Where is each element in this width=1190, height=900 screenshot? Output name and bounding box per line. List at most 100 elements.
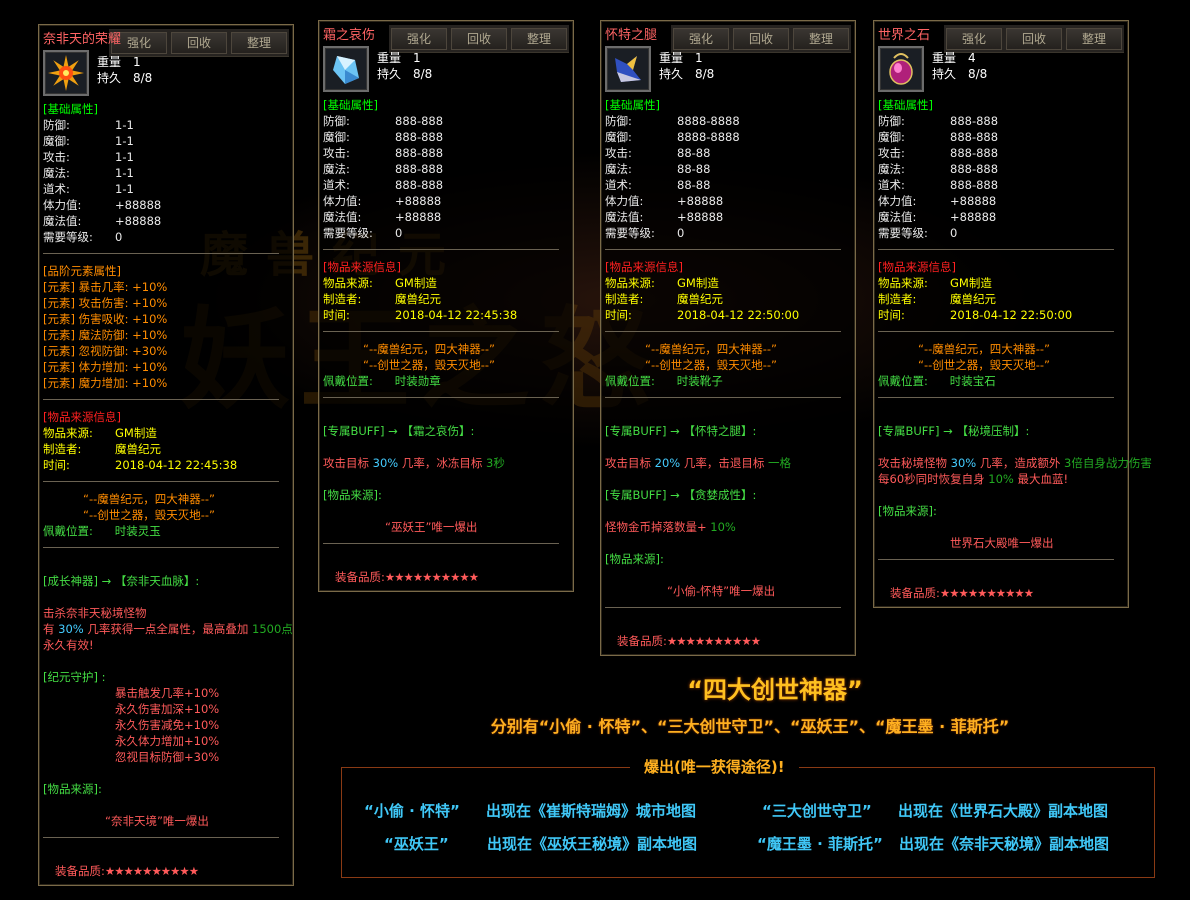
star-icon: ★ <box>151 864 161 878</box>
item-tooltip-panel: 强化 回收 整理 霜之哀伤 重量 1 持久 8/8 [基础属性] 防御: 888-888 魔御: 888… <box>318 20 574 592</box>
spacer <box>605 471 851 487</box>
equipment-quality: 装备品质:★★★★★★★★★★ <box>323 569 569 585</box>
item-icon-slot[interactable] <box>878 46 924 92</box>
tooltip-line: 攻击目标 20% 几率，击退目标 一格 <box>605 455 851 471</box>
item-icon-slot[interactable] <box>43 50 89 96</box>
sort-button[interactable]: 整理 <box>511 28 567 50</box>
tooltip-line: 防御: 888-888 <box>323 113 569 129</box>
sun-amulet-icon <box>45 55 87 97</box>
item-durability: 持久 8/8 <box>97 69 152 86</box>
line-text: 30% <box>950 456 977 470</box>
attribute-label: 时间: <box>323 308 350 322</box>
tooltip-line: 魔法值: +88888 <box>878 209 1124 225</box>
attribute-label: 道术: <box>605 178 632 192</box>
line-text: [物品来源信息] <box>605 260 683 274</box>
star-icon: ★ <box>750 634 761 648</box>
line-text: “--创世之器，毁天灭地--” <box>83 508 216 522</box>
item-weight-label: 重量 <box>659 51 684 65</box>
item-durability-value: 8/8 <box>413 67 433 81</box>
tooltip-header: 强化 回收 整理 怀特之腿 重量 1 持久 8/8 <box>601 21 855 97</box>
tooltip-line: 攻击: 888-888 <box>323 145 569 161</box>
line-text: “巫妖王”唯一爆出 <box>385 520 478 534</box>
item-name: 霜之哀伤 <box>323 28 376 43</box>
sort-button[interactable]: 整理 <box>1066 28 1122 50</box>
tooltip-line: “--创世之器，毁天灭地--” <box>43 507 289 523</box>
recycle-button[interactable]: 回收 <box>733 28 789 50</box>
tooltip-line: 佩戴位置: 时装靴子 <box>605 373 851 389</box>
recycle-button[interactable]: 回收 <box>1006 28 1062 50</box>
star-icon: ★ <box>704 634 714 648</box>
line-text: 30% <box>372 456 399 470</box>
recycle-button[interactable]: 回收 <box>451 28 507 50</box>
tooltip-line: “--创世之器，毁天灭地--” <box>605 357 851 373</box>
spacer <box>43 765 289 781</box>
drop-locations-legend: 爆出(唯一获得途径)! <box>630 756 799 777</box>
recycle-button[interactable]: 回收 <box>171 32 227 54</box>
tooltip-line: [元素] 魔法防御: +10% <box>43 327 289 343</box>
line-text: [物品来源信息] <box>43 410 121 424</box>
quality-label: 装备品质: <box>335 570 385 584</box>
attribute-label: 需要等级: <box>43 230 93 244</box>
attribute-value: 1-1 <box>115 150 134 164</box>
tooltip-line: 时间: 2018-04-12 22:45:38 <box>323 307 569 323</box>
attribute-value: 2018-04-12 22:45:38 <box>115 458 238 472</box>
item-tooltip-panel: 强化 回收 整理 奈非天的荣耀 重量 1 持久 8/8 [基础属性] 防御: 1-1 魔御: 1-1 攻击… <box>38 24 294 886</box>
drop-location: 出现在《世界石大殿》副本地图 <box>898 802 1109 820</box>
item-durability-value: 8/8 <box>133 71 153 85</box>
star-icon: ★ <box>394 570 404 584</box>
enhance-button[interactable]: 强化 <box>673 28 729 50</box>
attribute-value: 88-88 <box>677 162 711 176</box>
tooltip-line: 道术: 888-888 <box>878 177 1124 193</box>
attribute-label: 制造者: <box>323 292 362 306</box>
item-icon-slot[interactable] <box>605 46 651 92</box>
line-text: [基础属性] <box>605 98 660 112</box>
line-text: 击杀奈非天秘境怪物 <box>43 606 147 620</box>
item-durability: 持久 8/8 <box>377 65 432 82</box>
tooltip-line: 制造者: 魔兽纪元 <box>878 291 1124 307</box>
star-icon: ★ <box>685 634 696 648</box>
tooltip-line: 制造者: 魔兽纪元 <box>323 291 569 307</box>
tooltip-line: 魔御: 1-1 <box>43 133 289 149</box>
drop-location: 出现在《奈非天秘境》副本地图 <box>899 835 1110 853</box>
spacer <box>605 617 851 633</box>
spacer <box>43 797 289 813</box>
item-durability-label: 持久 <box>97 71 122 85</box>
tooltip-line: 时间: 2018-04-12 22:50:00 <box>878 307 1124 323</box>
attribute-label: 体力值: <box>878 194 917 208</box>
line-text: [物品来源]: <box>323 488 382 502</box>
tooltip-line: [物品来源]: <box>323 487 569 503</box>
star-icon: ★ <box>450 570 460 584</box>
attribute-label: 物品来源: <box>605 276 655 290</box>
item-weight: 重量 1 <box>659 49 703 66</box>
tooltip-line: 魔法: 88-88 <box>605 161 851 177</box>
item-weight-value: 1 <box>695 51 703 65</box>
line-text: “小偷-怀特”唯一爆出 <box>667 584 776 598</box>
enhance-button[interactable]: 强化 <box>946 28 1002 50</box>
quality-label: 装备品质: <box>55 864 105 878</box>
enhance-button[interactable]: 强化 <box>391 28 447 50</box>
divider <box>43 245 289 263</box>
item-weight-label: 重量 <box>97 55 122 69</box>
tooltip-line: 物品来源: GM制造 <box>605 275 851 291</box>
attribute-label: 攻击: <box>605 146 632 160</box>
star-icon: ★ <box>132 864 143 878</box>
tooltip-line: 魔法: 888-888 <box>878 161 1124 177</box>
attribute-value: 88-88 <box>677 146 711 160</box>
star-icon: ★ <box>431 570 441 584</box>
tooltip-line: 魔法值: +88888 <box>323 209 569 225</box>
enhance-button[interactable]: 强化 <box>111 32 167 54</box>
tooltip-line: 永久伤害加深+10% <box>43 701 289 717</box>
tooltip-body: [基础属性] 防御: 8888-8888 魔御: 8888-8888 攻击: 88-88 魔法… <box>601 97 855 655</box>
item-icon-slot[interactable] <box>323 46 369 92</box>
drop-location: 出现在《巫妖王秘境》副本地图 <box>487 835 698 853</box>
tooltip-line: [物品来源信息] <box>878 259 1124 275</box>
sort-button[interactable]: 整理 <box>793 28 849 50</box>
line-text: [元素] 暴击几率: +10% <box>43 280 168 294</box>
tooltip-line: 体力值: +88888 <box>605 193 851 209</box>
attribute-label: 魔御: <box>878 130 905 144</box>
quality-label: 装备品质: <box>890 586 940 600</box>
equipment-quality: 装备品质:★★★★★★★★★★ <box>43 863 289 879</box>
attribute-value: GM制造 <box>677 276 719 290</box>
tooltip-line: 魔御: 888-888 <box>323 129 569 145</box>
sort-button[interactable]: 整理 <box>231 32 287 54</box>
